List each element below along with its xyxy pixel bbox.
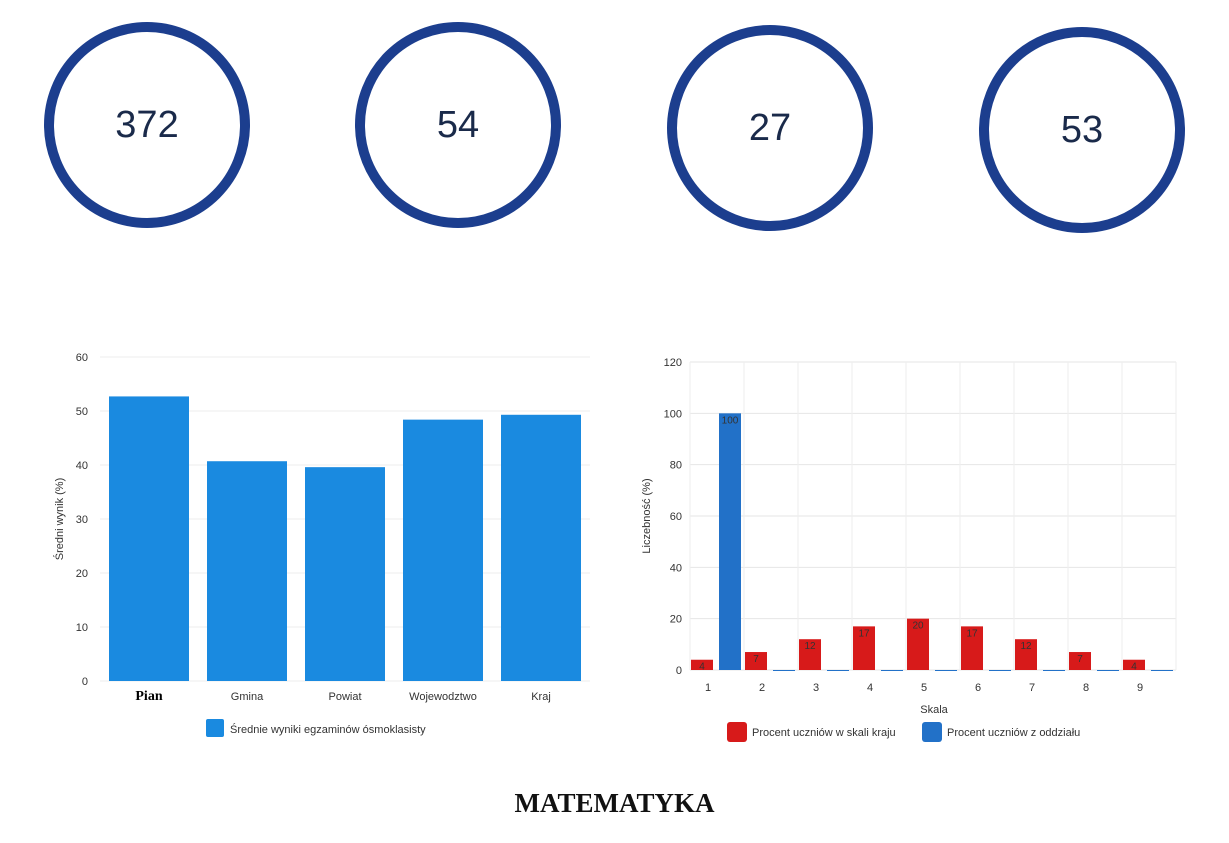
x-tick-label: 4 (867, 682, 873, 694)
y-tick-label: 100 (664, 408, 682, 420)
x-tick-label: Gmina (231, 691, 264, 703)
data-label: 17 (966, 628, 978, 639)
x-tick-label: 7 (1029, 682, 1035, 694)
kpi-circle-1: 372 (44, 22, 250, 228)
kpi-value: 54 (436, 103, 480, 146)
y-tick-label: 40 (76, 460, 88, 472)
data-label: 4 (1131, 662, 1137, 673)
bar-kraj-2 (745, 652, 767, 670)
x-tick-label: Kraj (531, 691, 551, 703)
bar-oddzial-6 (989, 670, 1011, 671)
y-tick-label: 60 (670, 511, 682, 523)
data-label: 12 (804, 641, 816, 652)
kpi-circle-2: 54 (355, 22, 561, 228)
y-tick-label: 0 (82, 676, 88, 688)
bar-wojewodztwo (403, 419, 483, 681)
y-tick-label: 20 (76, 568, 88, 580)
y-tick-label: 60 (76, 352, 88, 364)
bar-oddzial-7 (1043, 670, 1065, 671)
x-tick-label: 1 (705, 682, 711, 694)
x-tick-label: 2 (759, 682, 765, 694)
bar-oddzial-9 (1151, 670, 1173, 671)
bar-oddzial-5 (935, 670, 957, 671)
x-tick-label: Wojewodztwo (409, 691, 477, 703)
bar-oddzial-3 (827, 670, 849, 671)
y-tick-label: 10 (76, 622, 88, 634)
bar-powiat (305, 467, 385, 681)
bar-kraj-7 (1015, 639, 1037, 670)
bar-pian (109, 396, 189, 681)
bar-oddzial-2 (773, 670, 795, 671)
section-title: MATEMATYKA (514, 788, 715, 818)
bar-kraj (501, 414, 581, 681)
y-tick-label: 40 (670, 562, 682, 574)
data-label: 20 (912, 621, 924, 632)
y-tick-label: 30 (76, 514, 88, 526)
legend-swatch (206, 719, 224, 737)
data-label: 7 (753, 654, 759, 665)
data-label: 4 (699, 662, 705, 673)
kpi-circle-4: 53 (979, 27, 1185, 233)
legend-label: Procent uczniów w skali kraju (752, 727, 896, 739)
y-axis-label: Średni wynik (%) (53, 478, 66, 561)
x-tick-label: 5 (921, 682, 927, 694)
y-axis-label: Liczebność (%) (641, 478, 653, 553)
x-tick-label: 9 (1137, 682, 1143, 694)
bar-oddzial-4 (881, 670, 903, 671)
x-tick-label: Pian (135, 689, 162, 704)
legend-label: Procent uczniów z oddziału (947, 727, 1080, 739)
kpi-circle-3: 27 (667, 25, 873, 231)
bar-kraj-1 (691, 659, 713, 670)
bar-kraj-3 (799, 639, 821, 670)
bar-oddzial-8 (1097, 670, 1119, 671)
data-label: 7 (1077, 654, 1083, 665)
x-axis-label: Skala (920, 704, 948, 716)
x-tick-label: 3 (813, 682, 819, 694)
kpi-value: 53 (1060, 108, 1104, 151)
data-label: 100 (722, 415, 739, 426)
bar-kraj-6 (961, 626, 983, 670)
x-tick-label: Powiat (328, 691, 361, 703)
bar-gmina (207, 461, 287, 681)
x-tick-label: 6 (975, 682, 981, 694)
data-label: 12 (1020, 641, 1032, 652)
legend-swatch-kraj (727, 722, 747, 742)
bar-oddzial-1 (719, 413, 741, 670)
data-label: 17 (858, 628, 870, 639)
legend-swatch-oddzial (922, 722, 942, 742)
y-tick-label: 50 (76, 406, 88, 418)
y-tick-label: 80 (670, 460, 682, 472)
bar-kraj-4 (853, 626, 875, 670)
bar-kraj-9 (1123, 659, 1145, 670)
y-tick-label: 0 (676, 665, 682, 677)
legend-label: Średnie wyniki egzaminów ósmoklasisty (230, 723, 426, 736)
kpi-value: 372 (115, 103, 179, 146)
x-tick-label: 8 (1083, 682, 1089, 694)
kpi-value: 27 (748, 106, 792, 149)
bar-kraj-8 (1069, 652, 1091, 670)
y-tick-label: 20 (670, 614, 682, 626)
y-tick-label: 120 (664, 357, 682, 369)
bar-kraj-5 (907, 618, 929, 670)
